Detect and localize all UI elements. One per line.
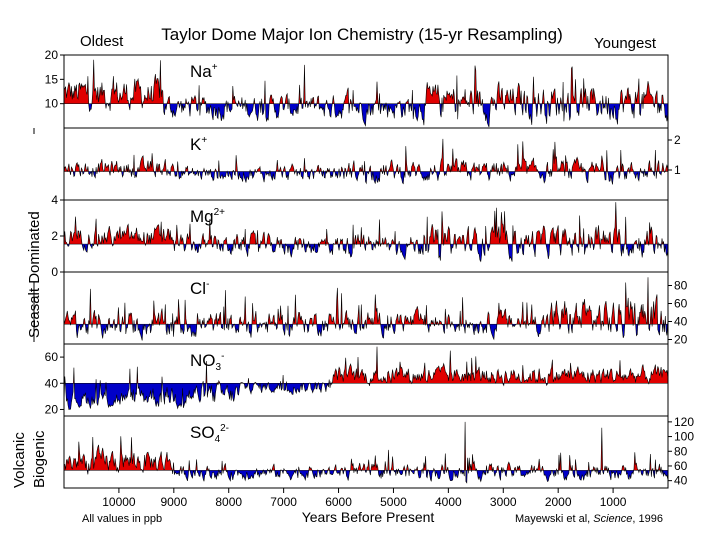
x-tick-label: 6000 <box>325 495 352 509</box>
SO4-above-baseline-area <box>64 421 663 471</box>
K-below-baseline-area <box>64 171 668 185</box>
Mg-above-baseline-area <box>64 202 664 245</box>
SO4-ytick-label: 100 <box>674 430 694 444</box>
Cl-ion-label: Cl- <box>190 279 209 298</box>
x-tick-label: 5000 <box>380 495 407 509</box>
SO4-series-line <box>63 421 668 484</box>
seasalt-label: Seasalt Dominated <box>26 211 43 338</box>
NO3-ytick-label: 60 <box>45 350 59 364</box>
NO3-series-line <box>63 346 668 411</box>
units-note: All values in ppb <box>82 513 162 525</box>
Cl-ion-charge: - <box>206 279 209 290</box>
oldest-label: Oldest <box>80 33 124 50</box>
x-tick-label: 3000 <box>490 495 517 509</box>
K-ytick-label: 1 <box>674 163 681 177</box>
Mg-ion-label: Mg2+ <box>190 207 225 226</box>
Na-ytick-label: 10 <box>45 97 59 111</box>
youngest-label: Youngest <box>594 35 657 52</box>
Cl-panel-frame <box>63 271 669 345</box>
panel-K: 2 1 K+ <box>63 127 681 201</box>
K-ion-charge: + <box>201 135 207 146</box>
NO3-ion-label: NO3- <box>190 351 224 373</box>
credit-note: Mayewski et al, Science, 1996 <box>515 513 663 525</box>
x-tick-label: 1000 <box>600 495 627 509</box>
NO3-ion-subscript: 3 <box>216 362 222 373</box>
K-ion-symbol: K <box>190 135 202 154</box>
SO4-ion-subscript: 4 <box>215 434 221 445</box>
x-axis: 10000 9000 8000 7000 6000 5000 4000 3000 2000 100… <box>102 488 627 509</box>
Na-ytick-label: 20 <box>45 48 59 62</box>
Na-above-baseline-area <box>64 59 664 104</box>
Cl-series-line <box>63 277 668 341</box>
SO4-ion-symbol: SO <box>190 423 215 442</box>
SO4-ytick-label: 80 <box>674 444 688 458</box>
NO3-ion-charge: - <box>221 351 224 362</box>
Cl-ytick-label: 80 <box>674 279 688 293</box>
panel-Mg: 4 2 0 Mg2+ <box>51 193 669 279</box>
Na-ion-symbol: Na <box>190 62 212 81</box>
SO4-ytick-label: 60 <box>674 459 688 473</box>
volcanic-label: Volcanic <box>11 432 28 488</box>
Na-ytick-label: 15 <box>45 72 59 86</box>
SO4-ytick-label: 120 <box>674 415 694 429</box>
biogenic-label: Biogenic <box>31 430 48 488</box>
credit-journal: Science <box>593 513 632 525</box>
x-tick-label: 7000 <box>270 495 297 509</box>
credit-suffix: , 1996 <box>632 513 663 525</box>
Cl-ytick-label: 20 <box>674 333 688 347</box>
Na-series-line <box>63 59 668 128</box>
Na-ion-label: Na+ <box>190 62 218 81</box>
Mg-ion-symbol: Mg <box>190 207 214 226</box>
panel-Cl: 80 60 40 20 Cl- <box>63 271 688 347</box>
x-tick-label: 9000 <box>160 495 187 509</box>
panel-Na: 20 15 10 Na+ <box>45 48 669 129</box>
NO3-ion-symbol: NO <box>190 351 216 370</box>
Mg-ion-charge: 2+ <box>214 207 226 218</box>
SO4-panel-frame <box>63 415 669 489</box>
Cl-ytick-label: 40 <box>674 315 688 329</box>
Cl-ytick-label: 60 <box>674 297 688 311</box>
panels-group: 201510Na+21K+420Mg2+80604020Cl-604020NO3… <box>45 48 694 489</box>
seasalt-group-label: Seasalt Dominated <box>26 128 43 342</box>
NO3-below-baseline-area <box>64 383 668 410</box>
Mg-ytick-label: 2 <box>51 229 58 243</box>
SO4-ion-label: SO42- <box>190 423 229 445</box>
x-tick-label: 4000 <box>435 495 462 509</box>
K-ion-label: K+ <box>190 135 207 154</box>
Cl-ion-symbol: Cl <box>190 279 206 298</box>
panel-NO3: 60 40 20 NO3- <box>45 343 669 417</box>
K-ytick-label: 2 <box>674 133 681 147</box>
x-tick-label: 10000 <box>102 495 136 509</box>
credit-prefix: Mayewski et al, <box>515 513 593 525</box>
x-axis-label: Years Before Present <box>302 509 435 525</box>
x-tick-label: 8000 <box>215 495 242 509</box>
NO3-ytick-label: 20 <box>45 402 59 416</box>
Mg-ytick-label: 0 <box>51 265 58 279</box>
SO4-below-baseline-area <box>64 470 668 483</box>
x-tick-label: 2000 <box>545 495 572 509</box>
NO3-ytick-label: 40 <box>45 376 59 390</box>
NO3-above-baseline-area <box>64 346 668 384</box>
SO4-ytick-label: 40 <box>674 474 688 488</box>
chart-title: Taylor Dome Major Ion Chemistry (15-yr R… <box>161 25 563 44</box>
Na-ion-charge: + <box>212 62 218 73</box>
SO4-ion-charge: 2- <box>220 423 229 434</box>
K-series-line <box>63 138 668 185</box>
Mg-ytick-label: 4 <box>51 193 58 207</box>
